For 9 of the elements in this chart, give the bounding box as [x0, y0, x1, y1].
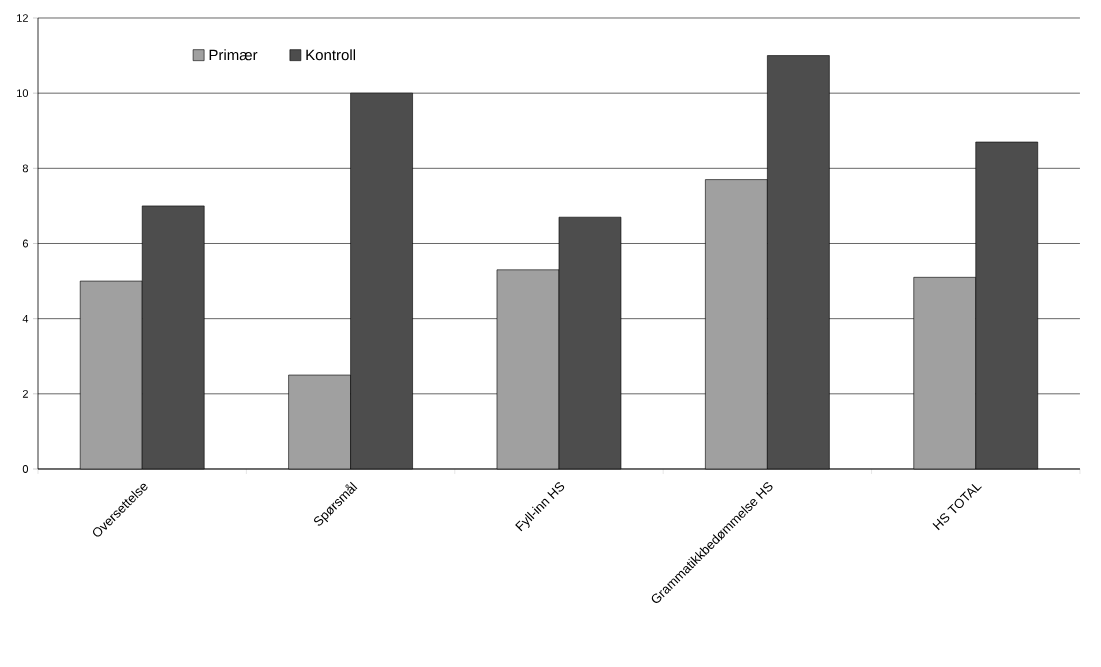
y-tick-label: 12	[17, 14, 28, 22]
y-tick-label: 6	[22, 239, 28, 248]
y-tick-label: 2	[22, 389, 28, 398]
y-tick-label: 0	[22, 465, 29, 473]
y-tick-label: 10	[17, 89, 29, 98]
legend-label: Primær	[209, 49, 258, 61]
y-tick-label: 8	[22, 164, 28, 173]
legend-label: Kontroll	[306, 49, 356, 61]
y-tick-label: 4	[22, 314, 29, 323]
